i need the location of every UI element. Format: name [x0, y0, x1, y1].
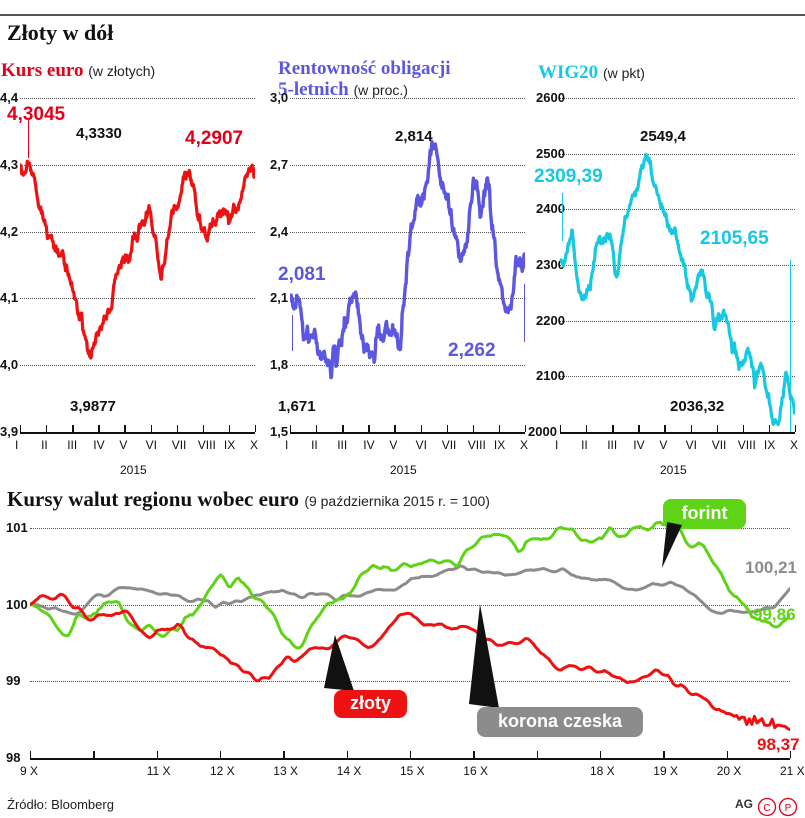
svg-text:C: C: [763, 803, 770, 814]
svg-text:P: P: [785, 803, 792, 814]
